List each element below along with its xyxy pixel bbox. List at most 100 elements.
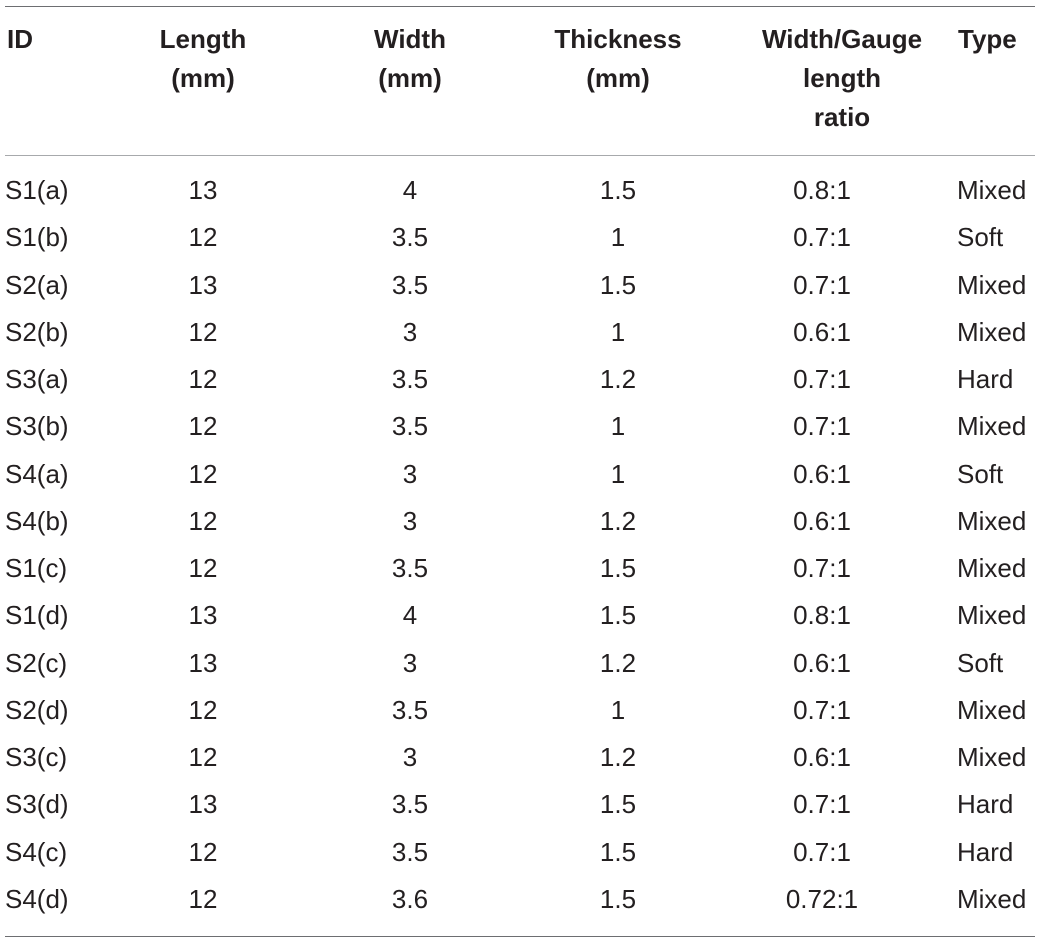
cell-thickness: 1.2 bbox=[599, 647, 637, 678]
table-row: S1(a) 13 4 1.5 0.8:1 Mixed bbox=[0, 167, 1039, 214]
cell-thickness: 1.5 bbox=[599, 175, 637, 205]
table-row: S3(c) 12 3 1.2 0.6:1 Mixed bbox=[0, 734, 1039, 781]
cell-type: Mixed bbox=[957, 505, 1027, 536]
cell-thickness: 1 bbox=[610, 316, 626, 347]
table-row: S2(d) 12 3.5 1 0.7:1 Mixed bbox=[0, 687, 1039, 734]
cell-id: S4(b) bbox=[5, 505, 69, 536]
cell-id: S1(d) bbox=[5, 600, 69, 631]
cell-id: S4(d) bbox=[5, 883, 69, 914]
header-width-gauge-ratio: Width/Gauge length ratio bbox=[761, 24, 923, 132]
table-row: S1(c) 12 3.5 1.5 0.7:1 Mixed bbox=[0, 545, 1039, 592]
cell-width: 3 bbox=[402, 742, 418, 772]
cell-id: S2(b) bbox=[5, 316, 69, 347]
cell-id: S4(c) bbox=[5, 836, 68, 867]
cell-length: 12 bbox=[188, 411, 218, 442]
cell-width: 3.5 bbox=[391, 411, 429, 442]
cell-width: 3.5 bbox=[391, 836, 429, 867]
cell-length: 12 bbox=[188, 364, 218, 394]
cell-ratio: 0.8:1 bbox=[793, 600, 851, 631]
cell-width: 3.5 bbox=[391, 553, 429, 583]
cell-ratio: 0.6:1 bbox=[793, 458, 851, 489]
cell-width: 3 bbox=[402, 505, 418, 536]
header-width: Width (mm) bbox=[374, 24, 446, 93]
cell-length: 13 bbox=[188, 789, 218, 820]
cell-thickness: 1.5 bbox=[599, 883, 637, 914]
cell-id: S3(d) bbox=[5, 789, 69, 820]
cell-type: Mixed bbox=[957, 553, 1027, 583]
cell-length: 12 bbox=[188, 836, 218, 867]
table-top-rule bbox=[5, 6, 1035, 7]
header-id: ID bbox=[7, 24, 33, 54]
cell-ratio: 0.7:1 bbox=[793, 553, 851, 583]
cell-length: 12 bbox=[188, 883, 218, 914]
cell-thickness: 1 bbox=[610, 411, 626, 442]
cell-id: S2(a) bbox=[5, 269, 69, 300]
cell-ratio: 0.7:1 bbox=[793, 411, 851, 442]
table-row: S4(d) 12 3.6 1.5 0.72:1 Mixed bbox=[0, 876, 1039, 923]
cell-length: 12 bbox=[188, 742, 218, 772]
cell-width: 3.5 bbox=[391, 269, 429, 300]
cell-ratio: 0.6:1 bbox=[793, 505, 851, 536]
cell-length: 13 bbox=[188, 175, 218, 205]
cell-id: S2(d) bbox=[5, 694, 69, 725]
cell-ratio: 0.6:1 bbox=[793, 316, 851, 347]
cell-length: 13 bbox=[188, 600, 218, 631]
cell-length: 13 bbox=[188, 269, 218, 300]
cell-thickness: 1.5 bbox=[599, 553, 637, 583]
cell-width: 3.5 bbox=[391, 789, 429, 820]
cell-thickness: 1.5 bbox=[599, 269, 637, 300]
cell-type: Mixed bbox=[957, 269, 1027, 300]
cell-width: 3 bbox=[402, 458, 418, 489]
cell-ratio: 0.6:1 bbox=[793, 742, 851, 772]
cell-ratio: 0.7:1 bbox=[793, 269, 851, 300]
cell-type: Soft bbox=[957, 458, 1004, 489]
cell-id: S3(c) bbox=[5, 742, 68, 772]
table-row: S1(b) 12 3.5 1 0.7:1 Soft bbox=[0, 214, 1039, 261]
cell-width: 3 bbox=[402, 316, 418, 347]
cell-type: Hard bbox=[957, 836, 1014, 867]
cell-thickness: 1.2 bbox=[599, 364, 637, 394]
table-header-rule bbox=[5, 155, 1035, 156]
cell-ratio: 0.7:1 bbox=[793, 789, 851, 820]
cell-ratio: 0.72:1 bbox=[785, 883, 859, 914]
table-row: S3(a) 12 3.5 1.2 0.7:1 Hard bbox=[0, 356, 1039, 403]
cell-length: 12 bbox=[188, 553, 218, 583]
cell-width: 3.6 bbox=[391, 883, 429, 914]
cell-length: 12 bbox=[188, 222, 218, 253]
cell-id: S1(b) bbox=[5, 222, 69, 253]
cell-ratio: 0.8:1 bbox=[793, 175, 851, 205]
cell-id: S3(a) bbox=[5, 364, 69, 394]
cell-width: 4 bbox=[402, 175, 418, 205]
cell-type: Hard bbox=[957, 789, 1014, 820]
cell-ratio: 0.7:1 bbox=[793, 836, 851, 867]
table-row: S2(a) 13 3.5 1.5 0.7:1 Mixed bbox=[0, 262, 1039, 309]
cell-thickness: 1 bbox=[610, 694, 626, 725]
cell-length: 12 bbox=[188, 458, 218, 489]
cell-type: Mixed bbox=[957, 175, 1027, 205]
cell-width: 3.5 bbox=[391, 364, 429, 394]
cell-ratio: 0.7:1 bbox=[793, 222, 851, 253]
table-row: S3(d) 13 3.5 1.5 0.7:1 Hard bbox=[0, 781, 1039, 828]
cell-thickness: 1.5 bbox=[599, 789, 637, 820]
table-row: S3(b) 12 3.5 1 0.7:1 Mixed bbox=[0, 403, 1039, 450]
table-row: S4(c) 12 3.5 1.5 0.7:1 Hard bbox=[0, 829, 1039, 876]
cell-width: 3.5 bbox=[391, 222, 429, 253]
table-row: S2(b) 12 3 1 0.6:1 Mixed bbox=[0, 309, 1039, 356]
table-header-row: ID Length (mm) Width (mm) Thickness (mm)… bbox=[0, 20, 1039, 150]
cell-id: S1(c) bbox=[5, 553, 68, 583]
table-bottom-rule bbox=[5, 936, 1035, 937]
cell-type: Mixed bbox=[957, 742, 1027, 772]
cell-thickness: 1.5 bbox=[599, 836, 637, 867]
cell-id: S2(c) bbox=[5, 647, 68, 678]
cell-width: 3.5 bbox=[391, 694, 429, 725]
cell-type: Mixed bbox=[957, 694, 1027, 725]
cell-id: S4(a) bbox=[5, 458, 69, 489]
cell-type: Mixed bbox=[957, 411, 1027, 442]
cell-thickness: 1 bbox=[610, 222, 626, 253]
cell-id: S1(a) bbox=[5, 175, 69, 205]
header-type: Type bbox=[958, 24, 1017, 54]
cell-length: 12 bbox=[188, 505, 218, 536]
cell-ratio: 0.7:1 bbox=[793, 694, 851, 725]
cell-width: 3 bbox=[402, 647, 418, 678]
